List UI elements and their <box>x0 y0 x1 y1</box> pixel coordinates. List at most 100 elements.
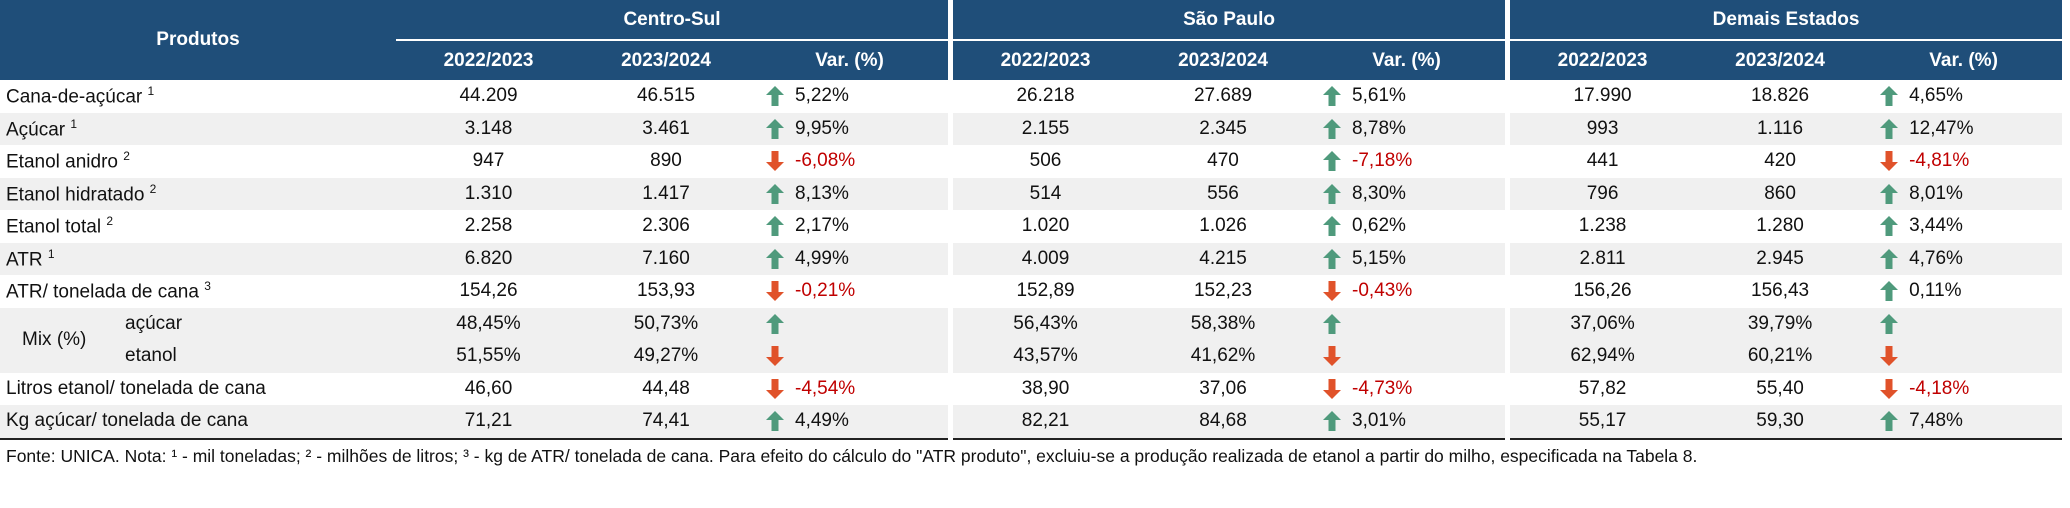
value-cell: 1.417 <box>581 177 751 210</box>
value-cell: 556 <box>1138 177 1309 210</box>
variation: 5,15% <box>1308 248 1505 270</box>
footnote: Fonte: UNICA. Nota: ¹ - mil toneladas; ²… <box>6 445 1698 466</box>
arrow-up <box>766 313 784 334</box>
value-cell: 44,48 <box>642 377 690 399</box>
value-cell: 152,23 <box>1193 280 1253 302</box>
variation: -6,08% <box>751 150 948 172</box>
variation: 8,01% <box>1865 183 2062 205</box>
value-cell: 2.345 <box>1138 112 1309 145</box>
gap <box>1505 177 1511 210</box>
variation-cell <box>751 340 949 373</box>
variation-value: -4,18% <box>1909 377 1970 399</box>
group-header: Demais Estados <box>1510 0 2063 41</box>
row-label-text: Etanol hidratado <box>6 183 145 205</box>
gap <box>2062 242 2070 275</box>
arrow-up <box>1880 248 1899 269</box>
variation <box>751 345 948 367</box>
arrow-up <box>1323 411 1342 432</box>
arrow-up <box>766 248 784 269</box>
table-row: Etanol hidratado 2 1.310 1.417 8,13% 514 556 8… <box>0 177 2070 210</box>
footnote-ref: 1 <box>47 246 55 261</box>
data-table: Produtos Centro-Sul São Paulo Demais Estado… <box>0 0 2070 440</box>
gap <box>2062 372 2070 405</box>
value-cell: 26.218 <box>1016 85 1075 107</box>
arrow-up <box>1323 151 1342 172</box>
variation-cell <box>1865 307 2063 340</box>
table-row: ATR 1 6.820 7.160 4,99% 4.009 4.215 5,15% 2.811… <box>0 242 2070 275</box>
value-cell: 37,06 <box>1199 377 1247 399</box>
variation-cell: 0,62% <box>1308 210 1505 243</box>
variation-value: -4,81% <box>1909 150 1970 172</box>
gap <box>1505 307 1511 340</box>
variation-value: 4,49% <box>795 410 849 432</box>
value-cell: 1.238 <box>1578 215 1627 237</box>
arrow-down <box>1323 346 1342 367</box>
variation-cell: 8,78% <box>1308 112 1506 145</box>
row-label: Cana-de-açúcar 1 <box>0 80 396 113</box>
arrow-up <box>1880 86 1899 107</box>
gap <box>1505 80 1511 113</box>
gap <box>2062 275 2070 308</box>
variation-cell: 5,22% <box>751 80 948 113</box>
column-header: 2022/2023 <box>1510 40 1696 80</box>
variation: -4,54% <box>751 378 948 400</box>
value-cell: 2.945 <box>1695 242 1866 275</box>
value-cell: 860 <box>1695 177 1866 210</box>
variation-cell: 7,48% <box>1865 405 2063 440</box>
variation-value: 4,65% <box>1909 85 1963 107</box>
value-cell: 41,62% <box>1138 340 1309 373</box>
arrow-down <box>1880 151 1899 172</box>
variation-cell: 4,49% <box>751 405 949 440</box>
value-cell: 3.461 <box>581 112 751 145</box>
arrow-up <box>1323 313 1342 334</box>
value-cell: 2.258 <box>464 215 513 237</box>
table-row: Litros etanol/ tonelada de cana 46,60 44,4… <box>0 372 2070 406</box>
variation-cell: -7,18% <box>1308 145 1505 178</box>
value-cell: 514 <box>953 177 1139 210</box>
value-cell: 74,41 <box>581 405 751 440</box>
variation-value: 8,01% <box>1909 182 1963 204</box>
variation-value: 8,30% <box>1352 182 1406 204</box>
row-label: etanol <box>0 340 396 373</box>
value-cell: 44.209 <box>459 85 518 107</box>
table-row: ATR/ tonelada de cana 3 154,26 153,93 -0,21… <box>0 275 2070 308</box>
gap <box>1505 242 1511 275</box>
value-cell: 420 <box>1764 150 1796 172</box>
value-cell: 1.026 <box>1199 215 1247 237</box>
arrow-up <box>1880 216 1899 237</box>
row-label-text: ATR/ tonelada de cana <box>6 281 199 303</box>
variation-value: 0,62% <box>1352 215 1406 237</box>
variation: 0,11% <box>1865 280 2062 302</box>
gap <box>948 242 954 275</box>
row-label-text: Litros etanol/ tonelada de cana <box>6 377 266 399</box>
arrow-down <box>766 378 784 399</box>
gap <box>2062 177 2070 210</box>
arrow-up <box>1323 183 1342 204</box>
variation-value: -7,18% <box>1352 150 1413 172</box>
value-cell: 4.215 <box>1138 242 1309 275</box>
arrow-up <box>1323 216 1342 237</box>
variation-value: 12,47% <box>1909 117 1974 139</box>
value-cell: 154,26 <box>459 280 518 302</box>
value-cell: 27.689 <box>1193 85 1253 107</box>
variation-cell: -0,21% <box>751 275 948 308</box>
variation-cell <box>1308 340 1506 373</box>
value-cell: 2.306 <box>642 215 690 237</box>
gap <box>948 112 954 145</box>
variation-cell: 3,44% <box>1865 210 2062 243</box>
variation-value: 7,48% <box>1909 410 1963 432</box>
gap <box>948 0 954 40</box>
gap <box>1505 372 1511 405</box>
column-header: 2022/2023 <box>953 40 1139 80</box>
variation: 0,62% <box>1308 215 1505 237</box>
value-cell: 51,55% <box>396 340 581 373</box>
variation-cell: -6,08% <box>751 145 948 178</box>
variation: 8,78% <box>1308 118 1505 140</box>
row-label: Etanol total 2 <box>0 210 396 243</box>
value-cell: 60,21% <box>1695 340 1866 373</box>
variation: 5,22% <box>751 85 948 107</box>
variation-cell: -4,18% <box>1865 373 2062 406</box>
value-cell: 18.826 <box>1751 85 1810 107</box>
gap <box>1505 210 1511 243</box>
value-cell: 1.280 <box>1756 215 1804 237</box>
